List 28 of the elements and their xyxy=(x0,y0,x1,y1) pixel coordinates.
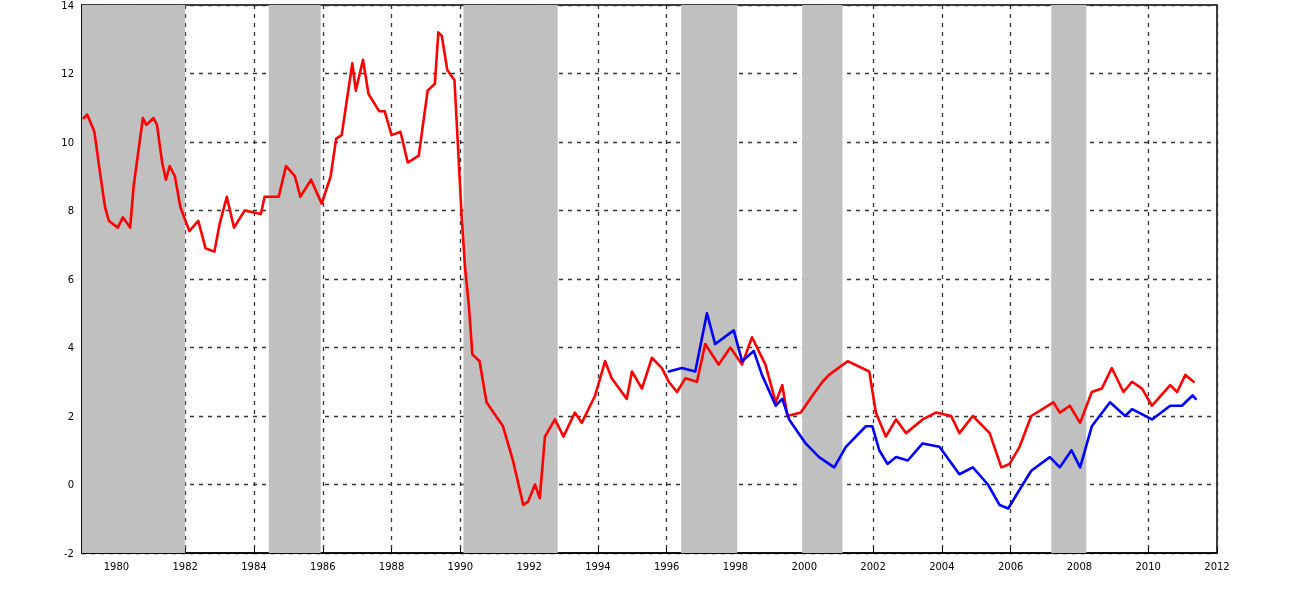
y-tick-label: 14 xyxy=(61,0,74,11)
x-tick-label: 2000 xyxy=(791,560,817,572)
x-tick-label: 1986 xyxy=(310,560,336,572)
x-tick-label: 1992 xyxy=(516,560,542,572)
line-series xyxy=(667,311,1197,510)
x-tick-label: 2008 xyxy=(1066,560,1093,572)
x-tick-label: 1980 xyxy=(103,560,130,572)
y-tick-label: 10 xyxy=(61,136,74,148)
x-tick-label: 1990 xyxy=(447,560,474,572)
x-tick-label: 1996 xyxy=(653,560,680,572)
y-tick-label: 6 xyxy=(67,273,74,285)
x-tick-label: 2010 xyxy=(1135,560,1161,572)
x-tick-label: 2004 xyxy=(929,560,955,572)
x-tick-label: 2002 xyxy=(860,560,886,572)
x-tick-label: 1982 xyxy=(172,560,198,572)
x-tick-label: 2012 xyxy=(1204,560,1230,572)
y-tick-label: 0 xyxy=(67,479,74,490)
x-tick-label: 1984 xyxy=(241,560,267,572)
y-tick-label: 8 xyxy=(67,205,74,216)
x-tick-label: 1994 xyxy=(585,560,611,572)
x-tick-label: 1998 xyxy=(722,560,749,572)
x-tick-label: 2006 xyxy=(997,560,1024,572)
y-tick-label: 12 xyxy=(61,68,74,79)
y-tick-label: 4 xyxy=(67,342,74,353)
y-tick-label: 2 xyxy=(67,410,74,422)
y-tick-label: -2 xyxy=(64,547,74,559)
x-tick-label: 1988 xyxy=(378,560,405,572)
line-series xyxy=(82,31,1195,507)
